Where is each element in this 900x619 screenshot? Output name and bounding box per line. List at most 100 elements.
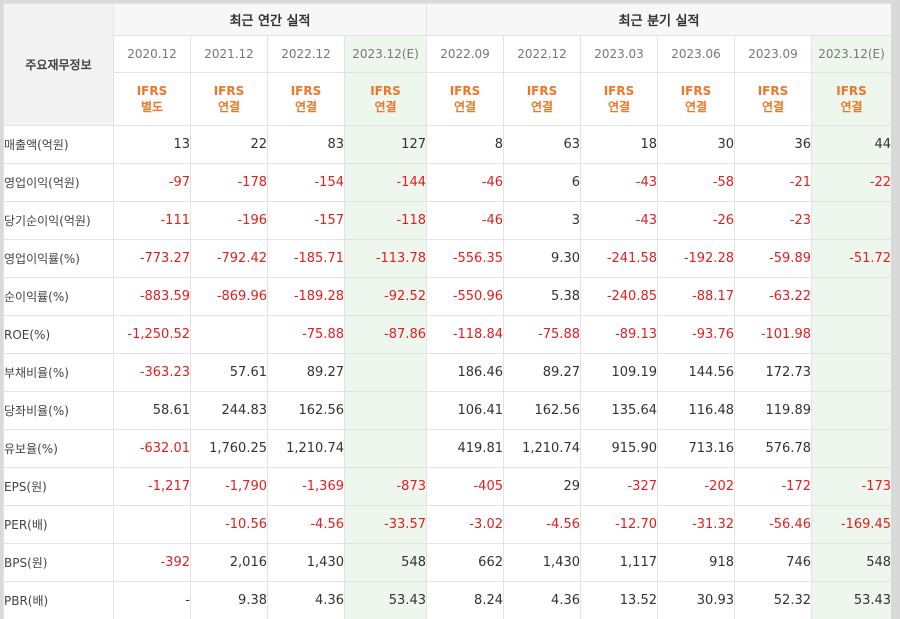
table-cell: -59.89 xyxy=(734,239,812,278)
ifrs-basis-header: IFRS 연결 xyxy=(580,72,658,126)
table-cell: -178 xyxy=(190,163,268,202)
table-cell: -43 xyxy=(580,163,658,202)
table-cell: 172.73 xyxy=(734,353,812,392)
table-cell: 13.52 xyxy=(580,581,658,619)
table-cell: 53.43 xyxy=(810,581,891,619)
table-cell: -89.13 xyxy=(580,315,658,354)
table-cell xyxy=(810,429,891,468)
table-cell: 83 xyxy=(267,125,345,164)
ifrs-label: IFRS xyxy=(449,84,481,98)
table-cell: -113.78 xyxy=(344,239,427,278)
financial-summary-panel: 주요재무정보 최근 연간 실적 최근 분기 실적 2020.12 2021.12 2… xyxy=(3,3,891,619)
period-header: 2022.09 xyxy=(426,35,504,73)
table-cell: 8 xyxy=(426,125,504,164)
table-row: EPS(원) -1,217 -1,790 -1,369 -873 -405 29 -327 -2… xyxy=(3,467,891,506)
table-cell: 127 xyxy=(344,125,427,164)
row-label: ROE(%) xyxy=(3,315,114,354)
table-cell: 18 xyxy=(580,125,658,164)
table-cell: -87.86 xyxy=(344,315,427,354)
table-cell: -632.01 xyxy=(113,429,191,468)
table-cell: 2,016 xyxy=(190,543,268,582)
table-cell: -118 xyxy=(344,201,427,240)
table-cell xyxy=(810,277,891,316)
table-cell: -241.58 xyxy=(580,239,658,278)
table-cell: -4.56 xyxy=(267,505,345,544)
ifrs-basis-header: IFRS 연결 xyxy=(810,72,891,126)
table-cell: -22 xyxy=(810,163,891,202)
ifrs-label: IFRS xyxy=(370,84,401,98)
table-cell xyxy=(344,429,427,468)
ifrs-label: IFRS xyxy=(603,84,635,98)
ifrs-label: IFRS xyxy=(757,84,789,98)
consolidation-basis-label: 연결 xyxy=(294,100,318,114)
table-cell: 29 xyxy=(503,467,581,506)
table-cell: -10.56 xyxy=(190,505,268,544)
ifrs-label: IFRS xyxy=(290,84,322,98)
table-cell: 89.27 xyxy=(267,353,345,392)
table-cell: -56.46 xyxy=(734,505,812,544)
table-row: 유보율(%) -632.01 1,760.25 1,210.74 419.81 1,210… xyxy=(3,429,891,468)
table-cell: -12.70 xyxy=(580,505,658,544)
table-cell: -154 xyxy=(267,163,345,202)
table-cell: 89.27 xyxy=(503,353,581,392)
row-label: 당기순이익(억원) xyxy=(3,201,114,240)
table-cell: -97 xyxy=(113,163,191,202)
table-cell: 109.19 xyxy=(580,353,658,392)
table-cell: -58 xyxy=(657,163,735,202)
table-cell: 13 xyxy=(113,125,191,164)
consolidation-basis-label: 연결 xyxy=(453,100,477,114)
table-row: 순이익률(%) -883.59 -869.96 -189.28 -92.52 -550.9… xyxy=(3,277,891,316)
ifrs-basis-header: IFRS 연결 xyxy=(734,72,812,126)
table-cell: -189.28 xyxy=(267,277,345,316)
ifrs-basis-header: IFRS 연결 xyxy=(190,72,268,126)
ifrs-label: IFRS xyxy=(526,84,558,98)
row-label: 부채비율(%) xyxy=(3,353,114,392)
table-cell: -405 xyxy=(426,467,504,506)
row-label: BPS(원) xyxy=(3,543,114,582)
table-cell: 58.61 xyxy=(113,391,191,430)
table-cell: -773.27 xyxy=(113,239,191,278)
table-cell: 548 xyxy=(344,543,427,582)
table-cell: 57.61 xyxy=(190,353,268,392)
table-row: BPS(원) -392 2,016 1,430 548 662 1,430 1,117 918 7… xyxy=(3,543,891,582)
table-cell: -792.42 xyxy=(190,239,268,278)
table-cell: -1,217 xyxy=(113,467,191,506)
table-cell: -144 xyxy=(344,163,427,202)
table-row: ROE(%) -1,250.52 -75.88 -87.86 -118.84 -75.88… xyxy=(3,315,891,354)
table-cell: 713.16 xyxy=(657,429,735,468)
table-cell: -157 xyxy=(267,201,345,240)
period-header: 2022.12 xyxy=(503,35,581,73)
period-header: 2023.12(E) xyxy=(344,35,427,73)
table-cell: 30 xyxy=(657,125,735,164)
table-cell: 5.38 xyxy=(503,277,581,316)
table-cell: -240.85 xyxy=(580,277,658,316)
table-cell: -172 xyxy=(734,467,812,506)
table-cell: -202 xyxy=(657,467,735,506)
table-cell: -43 xyxy=(580,201,658,240)
ifrs-basis-header: IFRS 연결 xyxy=(657,72,735,126)
table-cell xyxy=(810,315,891,354)
table-cell xyxy=(344,353,427,392)
table-cell: -111 xyxy=(113,201,191,240)
row-label: 순이익률(%) xyxy=(3,277,114,316)
table-row: PER(배) -10.56 -4.56 -33.57 -3.02 -4.56 -12.70-… xyxy=(3,505,891,544)
table-cell: -4.56 xyxy=(503,505,581,544)
table-cell: -873 xyxy=(344,467,427,506)
table-row: 당기순이익(억원) -111 -196 -157 -118 -46 3 -43 -26 -23 xyxy=(3,201,891,240)
ifrs-basis-header: IFRS 연결 xyxy=(426,72,504,126)
consolidation-basis-label: 연결 xyxy=(374,100,397,114)
table-cell: 244.83 xyxy=(190,391,268,430)
table-cell: -392 xyxy=(113,543,191,582)
table-cell: 6 xyxy=(503,163,581,202)
table-cell: -51.72 xyxy=(810,239,891,278)
ifrs-basis-header: IFRS 별도 xyxy=(113,72,191,126)
table-cell: -31.32 xyxy=(657,505,735,544)
table-cell: 135.64 xyxy=(580,391,658,430)
consolidation-basis-label: 연결 xyxy=(217,100,241,114)
table-cell: -46 xyxy=(426,163,504,202)
table-cell: 4.36 xyxy=(503,581,581,619)
row-label: PBR(배) xyxy=(3,581,114,619)
table-cell: 52.32 xyxy=(734,581,812,619)
table-cell: 9.30 xyxy=(503,239,581,278)
table-cell: 746 xyxy=(734,543,812,582)
